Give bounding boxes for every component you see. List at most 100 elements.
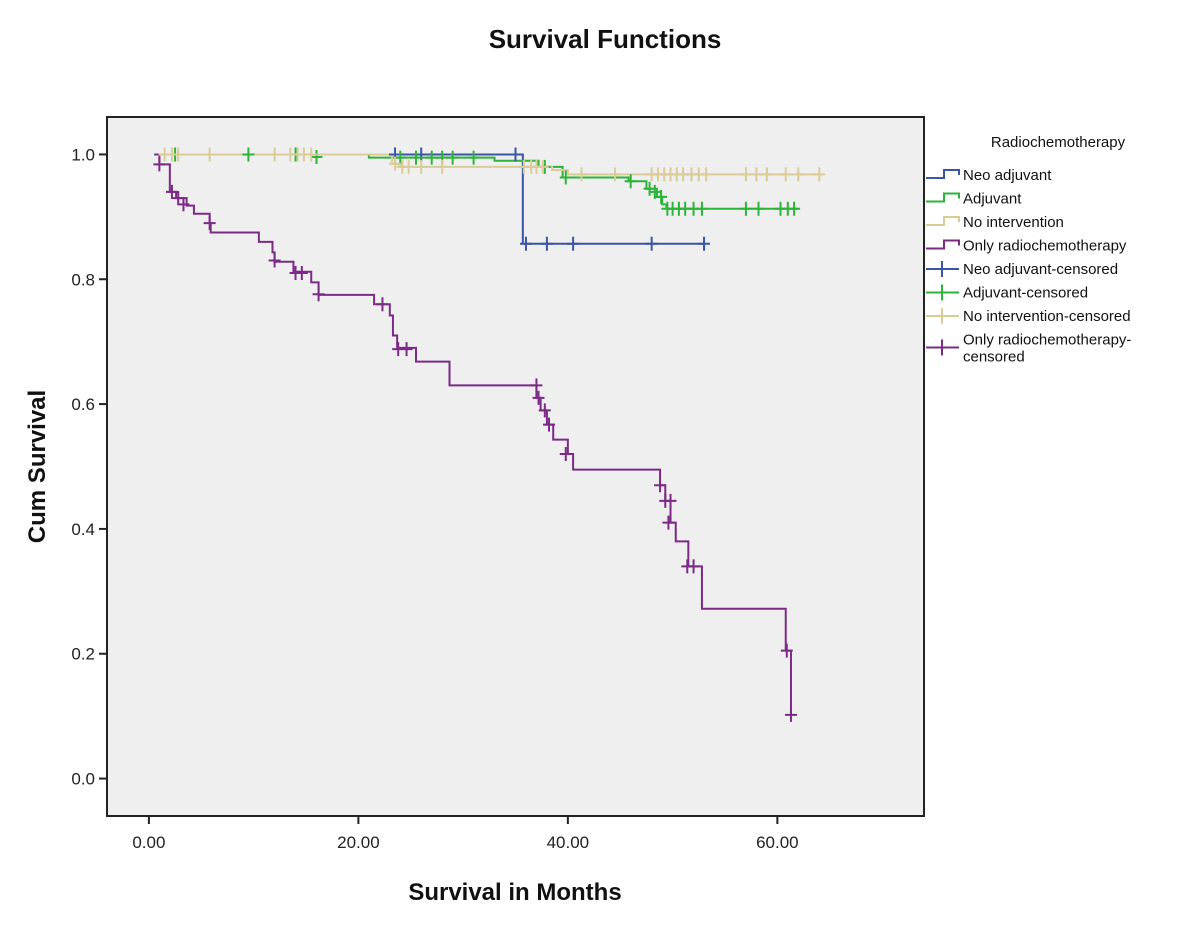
censor-mark-only-radiochemotherapy <box>376 297 389 312</box>
censor-mark-adjuvant <box>739 201 752 216</box>
y-tick-label: 1.0 <box>71 145 95 164</box>
censor-mark-only-radiochemotherapy <box>530 378 543 393</box>
legend-line-swatch <box>926 169 960 179</box>
censor-mark-adjuvant <box>655 189 668 204</box>
legend-censor-swatch <box>926 339 959 356</box>
censor-mark-adjuvant <box>242 147 255 162</box>
legend-line-swatch <box>926 216 960 226</box>
censor-mark-only-radiochemotherapy <box>177 197 190 212</box>
chart-title: Survival Functions <box>488 24 722 54</box>
censor-mark-neo-adjuvant <box>509 147 522 162</box>
censor-mark-neo-adjuvant <box>698 236 711 251</box>
censor-mark-only-radiochemotherapy <box>543 417 556 432</box>
x-tick-label: 60.00 <box>756 833 799 852</box>
censor-mark-only-radiochemotherapy <box>153 157 166 172</box>
legend-censor-swatch <box>926 284 959 301</box>
plot-area <box>107 117 924 816</box>
censor-mark-adjuvant <box>409 150 422 165</box>
legend: Radiochemotherapy Neo adjuvant Adjuvant No… <box>926 134 1131 366</box>
censor-mark-no-intervention <box>436 159 449 174</box>
censor-mark-adjuvant <box>467 150 480 165</box>
censor-mark-only-radiochemotherapy <box>784 707 797 722</box>
censor-mark-no-intervention <box>750 167 763 182</box>
censor-mark-no-intervention <box>536 159 549 174</box>
y-axis-title: Cum Survival <box>24 390 51 543</box>
censor-mark-no-intervention <box>760 167 773 182</box>
censor-mark-only-radiochemotherapy <box>172 191 185 206</box>
censor-mark-neo-adjuvant <box>519 236 532 251</box>
legend-line-swatch <box>926 239 960 250</box>
censor-mark-adjuvant <box>624 174 637 189</box>
censor-mark-only-radiochemotherapy <box>662 515 675 530</box>
legend-label: Neo adjuvant-censored <box>963 261 1118 278</box>
censor-mark-neo-adjuvant <box>567 236 580 251</box>
censor-mark-adjuvant <box>648 184 661 199</box>
censor-mark-neo-adjuvant <box>415 147 428 162</box>
censor-mark-only-radiochemotherapy <box>780 643 793 658</box>
legend-line-swatch <box>926 192 960 203</box>
legend-label: Only radiochemotherapy- <box>963 332 1131 349</box>
censor-mark-only-radiochemotherapy <box>165 184 178 199</box>
censor-mark-adjuvant <box>310 149 323 164</box>
y-tick-label: 0.0 <box>71 770 95 789</box>
legend-label: No intervention-censored <box>963 308 1131 325</box>
x-axis-title: Survival in Months <box>408 879 621 906</box>
legend-label: Neo adjuvant <box>963 167 1052 184</box>
censor-mark-only-radiochemotherapy <box>559 447 572 462</box>
censor-mark-adjuvant <box>752 201 765 216</box>
y-axis: 0.0 0.2 0.4 0.6 0.8 1.0 <box>71 145 107 789</box>
censor-mark-no-intervention <box>792 167 805 182</box>
censor-mark-adjuvant <box>446 150 459 165</box>
censor-mark-only-radiochemotherapy <box>203 216 216 231</box>
legend-censor-swatch <box>926 308 959 324</box>
legend-label: No intervention <box>963 214 1064 231</box>
censor-mark-no-intervention <box>739 167 752 182</box>
censor-mark-no-intervention <box>203 147 216 162</box>
censor-mark-neo-adjuvant <box>645 236 658 251</box>
censor-mark-only-radiochemotherapy <box>312 287 325 302</box>
censor-mark-no-intervention <box>389 156 402 171</box>
legend-label: Adjuvant-censored <box>963 285 1088 302</box>
censor-mark-adjuvant <box>394 150 407 165</box>
censor-mark-no-intervention <box>172 147 185 162</box>
x-tick-label: 20.00 <box>337 833 380 852</box>
curve-adjuvant <box>157 153 799 210</box>
y-tick-label: 0.2 <box>71 645 95 664</box>
legend-label: censored <box>963 349 1025 366</box>
x-tick-label: 40.00 <box>547 833 590 852</box>
legend-censor-swatch <box>926 261 959 277</box>
plot-frame <box>106 116 925 817</box>
x-axis: 0.00 20.00 40.00 60.00 <box>132 816 799 852</box>
censor-mark-only-radiochemotherapy <box>687 559 700 574</box>
censor-mark-adjuvant <box>559 170 572 185</box>
censor-mark-no-intervention <box>305 147 318 162</box>
legend-label: Adjuvant <box>963 191 1022 208</box>
censor-mark-only-radiochemotherapy <box>538 403 551 418</box>
y-tick-label: 0.6 <box>71 395 95 414</box>
y-tick-label: 0.8 <box>71 270 95 289</box>
censor-mark-adjuvant <box>425 150 438 165</box>
censor-mark-no-intervention <box>268 147 281 162</box>
censor-mark-only-radiochemotherapy <box>664 493 677 508</box>
censor-mark-no-intervention <box>415 159 428 174</box>
censor-mark-no-intervention <box>779 167 792 182</box>
censor-mark-no-intervention <box>402 159 415 174</box>
censor-mark-adjuvant <box>643 181 656 196</box>
legend-label: Only radiochemotherapy <box>963 238 1127 255</box>
legend-title: Radiochemotherapy <box>991 134 1126 151</box>
censor-mark-only-radiochemotherapy <box>295 266 308 281</box>
censor-mark-no-intervention <box>700 167 713 182</box>
censor-mark-neo-adjuvant <box>540 236 553 251</box>
x-tick-label: 0.00 <box>132 833 165 852</box>
censor-marks <box>153 147 826 722</box>
censor-mark-only-radiochemotherapy <box>268 253 281 268</box>
censor-mark-no-intervention <box>609 167 622 182</box>
censor-mark-no-intervention <box>575 167 588 182</box>
y-tick-label: 0.4 <box>71 520 95 539</box>
censor-mark-no-intervention <box>813 167 826 182</box>
censor-mark-only-radiochemotherapy <box>400 342 413 357</box>
censor-mark-only-radiochemotherapy <box>532 390 545 405</box>
censor-mark-only-radiochemotherapy <box>654 478 667 493</box>
censor-mark-adjuvant <box>695 201 708 216</box>
